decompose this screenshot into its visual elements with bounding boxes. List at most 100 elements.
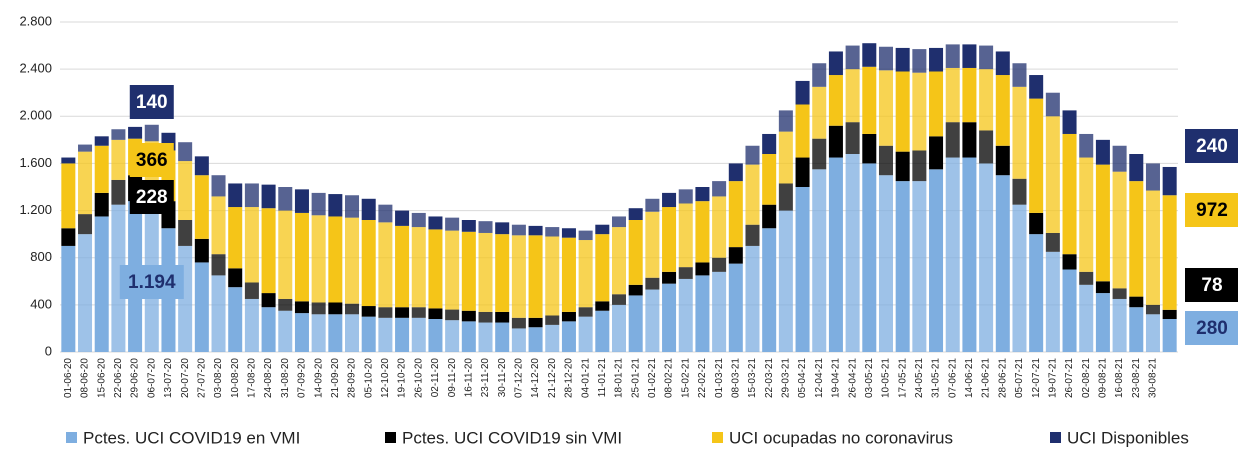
x-tick-label: 22-03-21 [764,358,775,398]
bar-segment [411,212,426,228]
bar-segment [628,220,643,285]
bar-segment [1145,163,1160,191]
x-tick-label: 14-09-20 [313,358,324,398]
bar-segment [1162,319,1177,352]
y-tick-label: 1.200 [19,202,52,217]
bar-segment [228,287,243,352]
legend-swatch [385,432,396,443]
x-tick-label: 16-11-20 [463,358,474,398]
bar-segment [778,210,793,352]
bar-segment [278,187,293,211]
bar-segment [979,163,994,352]
bar-segment [728,163,743,182]
bar-segment [979,45,994,70]
bar-segment [1112,171,1127,289]
bar-segment [178,220,193,246]
bar-segment [345,303,360,315]
bar-segment [945,67,960,123]
bar-segment [895,47,910,72]
x-tick-label: 31-05-21 [931,358,942,398]
bar-segment [595,234,610,302]
bar-segment [94,136,109,146]
x-tick-label: 03-05-21 [864,358,875,398]
bar-segment [261,293,276,308]
x-tick-label: 30-08-21 [1148,358,1159,398]
bar-segment [945,157,960,352]
value-label: 972 [1196,200,1228,221]
x-tick-label: 21-06-21 [981,358,992,398]
bar-segment [1012,204,1027,352]
x-tick-label: 07-12-20 [514,358,525,398]
bar-segment [595,310,610,352]
bar-segment [128,126,143,139]
bar-segment [545,315,560,325]
bar-segment [695,201,710,263]
bar-segment [194,238,209,263]
x-tick-label: 17-05-21 [897,358,908,398]
bar-segment [328,314,343,352]
bar-segment [1062,133,1077,255]
bar-segment [294,301,309,314]
x-tick-label: 01-03-21 [714,358,725,398]
bar-segment [1145,314,1160,352]
bar-segment [244,282,259,299]
bar-segment [511,235,526,318]
bar-segment [662,283,677,352]
value-label: 140 [136,92,168,113]
x-tick-label: 13-07-20 [163,358,174,398]
bar-segment [878,145,893,176]
bar-segment [1045,251,1060,352]
bar-segment [294,189,309,213]
x-tick-label: 06-07-20 [146,358,157,398]
bar-segment [561,321,576,352]
bar-segment [862,43,877,67]
bar-segment [345,195,360,218]
bar-segment [528,235,543,318]
bar-segment [78,144,93,152]
bar-segment [311,314,326,352]
bar-segment [995,175,1010,352]
legend-swatch [66,432,77,443]
value-label: 228 [136,187,168,208]
bar-segment [461,310,476,322]
bar-segment [478,232,493,312]
bar-segment [194,175,209,239]
bar-segment [395,210,410,226]
x-tick-label: 22-06-20 [113,358,124,398]
bar-segment [244,298,259,352]
bar-segment [211,196,226,255]
x-tick-label: 24-08-20 [263,358,274,398]
x-tick-label: 26-07-21 [1064,358,1075,398]
bar-segment [328,194,343,217]
bar-segment [111,179,126,205]
bar-segment [611,294,627,305]
x-tick-label: 07-09-20 [297,358,308,398]
bar-segment [61,157,76,164]
bar-segment [662,271,677,284]
bar-segment [411,227,426,308]
bar-segment [962,67,977,123]
bar-segment [912,72,927,151]
value-label: 78 [1201,275,1222,296]
bar-segment [495,311,510,323]
bar-segment [545,227,560,237]
bar-segment [929,136,944,170]
bar-segment [78,151,93,215]
bar-segment [545,236,560,316]
x-tick-label: 28-06-21 [997,358,1008,398]
bar-segment [1112,298,1127,352]
bar-segment [361,316,376,352]
bar-segment [511,224,526,236]
x-tick-label: 14-12-20 [530,358,541,398]
bar-segment [962,157,977,352]
bar-segment [294,313,309,352]
x-tick-label: 26-04-21 [847,358,858,398]
x-tick-label: 16-08-21 [1114,358,1125,398]
bar-segment [695,275,710,352]
legend-label: UCI Disponibles [1067,428,1189,447]
bar-segment [478,322,493,352]
bar-segment [445,230,460,310]
x-tick-label: 11-01-21 [597,358,608,398]
x-tick-label: 23-11-20 [480,358,491,398]
bar-segment [1012,63,1027,87]
